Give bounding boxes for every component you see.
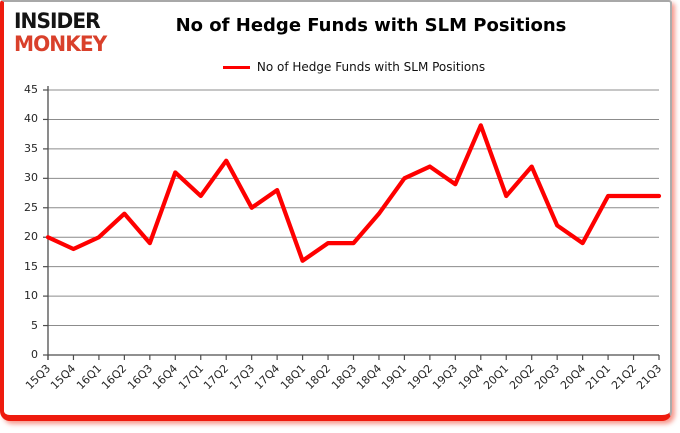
y-tick-label: 5 [31, 318, 38, 332]
legend-line-swatch [222, 65, 250, 69]
y-tick-label: 45 [24, 83, 38, 96]
y-tick-label: 15 [24, 259, 38, 273]
y-tick-label: 35 [24, 141, 38, 155]
logo-word-insider: INSIDER [14, 9, 101, 33]
insider-monkey-logo: INSIDER MONKEY [14, 9, 107, 56]
y-tick-label: 40 [24, 112, 38, 126]
legend-label: No of Hedge Funds with SLM Positions [256, 60, 486, 74]
chart-card-frame [0, 0, 672, 421]
y-tick-label: 10 [24, 289, 38, 303]
y-tick-label: 30 [24, 171, 38, 185]
y-tick-label: 25 [24, 200, 38, 214]
series-line [45, 123, 662, 263]
y-tick-label: 0 [31, 348, 38, 361]
legend: No of Hedge Funds with SLM Positions [48, 60, 660, 74]
chart-title: No of Hedge Funds with SLM Positions [175, 15, 567, 36]
logo-word-monkey: MONKEY [14, 32, 107, 56]
y-tick-label: 20 [24, 230, 38, 244]
